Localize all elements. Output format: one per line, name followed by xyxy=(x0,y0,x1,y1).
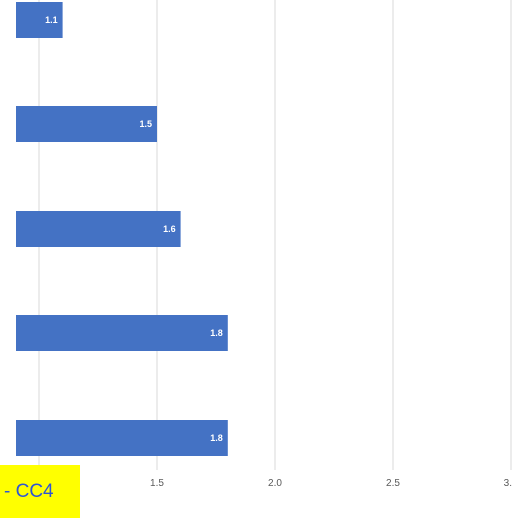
bar-data-label: 1.8 xyxy=(210,433,223,443)
cc4-label-tag: - CC4 xyxy=(0,465,80,518)
x-axis-ticks: 1.5 2.0 2.5 3. xyxy=(150,478,512,489)
x-tick-label: 1.5 xyxy=(150,478,164,489)
bar xyxy=(16,420,228,456)
grid-lines xyxy=(38,0,512,470)
bar-data-label: 1.6 xyxy=(163,224,176,234)
bars: 1.1 1.5 1.6 1.8 1.8 xyxy=(16,2,228,456)
bar xyxy=(16,106,157,142)
bar xyxy=(16,211,181,247)
x-tick-label: 2.5 xyxy=(386,478,400,489)
bar-data-label: 1.8 xyxy=(210,328,223,338)
bar-data-label: 1.1 xyxy=(45,15,58,25)
bar xyxy=(16,2,63,38)
x-tick-label: 2.0 xyxy=(268,478,282,489)
cc4-label-text: - CC4 xyxy=(4,480,54,502)
bar-data-label: 1.5 xyxy=(139,119,152,129)
x-tick-label: 3. xyxy=(504,478,512,489)
bar xyxy=(16,315,228,351)
